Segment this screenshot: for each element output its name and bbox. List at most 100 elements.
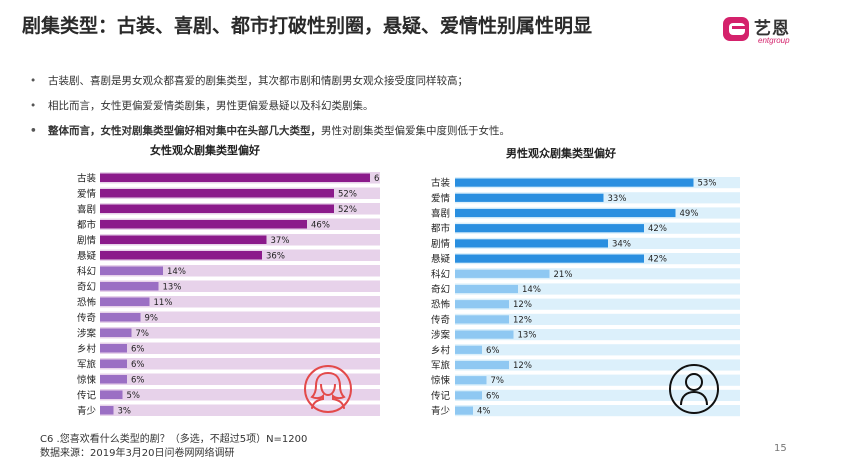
bar [100,390,123,399]
value-label: 21% [554,270,573,280]
category-label: 都市 [77,219,97,231]
category-label: 惊悚 [77,374,97,386]
bar-track [100,327,380,339]
bar-track [455,374,740,386]
bullet-item: 古装剧、喜剧是男女观众都喜爱的剧集类型，其次都市剧和情剧男女观众接受度同样较高； [30,74,750,99]
bar-track [455,344,740,356]
male-chart-title: 男性观众剧集类型偏好 [506,147,616,160]
bar [455,391,482,400]
male-bar-chart: 古装 53% 爱情 33% 喜剧 49% 都市 42% 剧情 34% 悬疑 42% 科幻 21% 奇幻 14%… [431,177,740,417]
bar [100,282,159,291]
bullet-list: 古装剧、喜剧是男女观众都喜爱的剧集类型，其次都市剧和情剧男女观众接受度同样较高；… [30,74,750,149]
bar [455,345,482,354]
bar-track [100,389,380,401]
bar-track [455,283,740,295]
bar [455,284,518,294]
page-number: 15 [774,443,787,454]
category-label: 喜剧 [431,208,450,220]
category-label: 剧情 [431,238,451,250]
bar [455,224,644,233]
category-label: 喜剧 [77,203,96,215]
bar [455,406,473,415]
bar-track [455,389,740,401]
category-label: 科幻 [431,268,450,280]
category-label: 古装 [77,172,97,184]
bar-track [455,359,740,371]
bar-track [100,296,380,308]
value-label: 53% [698,179,717,189]
category-label: 传奇 [77,312,97,324]
bar [100,204,334,213]
category-label: 传记 [431,390,451,402]
bar-track [100,404,380,416]
category-label: 奇幻 [431,284,450,296]
logo-text-cn: 艺恩 [754,19,790,39]
value-label: 46% [311,220,330,230]
bullet-text-rest: 男性对剧集类型偏爱集中度则低于女性。 [321,125,510,137]
value-label: 34% [612,239,631,249]
category-label: 爱情 [431,192,451,204]
value-label: 6% [131,344,145,354]
category-label: 乡村 [431,344,451,356]
bar [455,360,509,370]
bar [100,173,370,182]
category-label: 悬疑 [77,251,97,262]
value-label: 6% [486,346,500,356]
bar [100,189,334,198]
bar [100,359,127,368]
category-label: 传记 [77,389,97,401]
value-label: 37% [271,236,290,246]
value-label: 52% [338,189,357,199]
bar [100,251,262,260]
bar-track [100,265,380,277]
entgroup-logo: 艺恩 entgroup [722,14,822,50]
value-label: 12% [513,315,532,325]
bar-track [455,298,740,310]
category-label: 剧情 [77,234,97,246]
value-label: 6% [131,375,145,385]
bar [455,193,604,202]
value-label: 52% [338,205,357,215]
bar [455,269,550,278]
bar [100,344,127,353]
bar [100,313,141,322]
bar [100,406,114,415]
bar [455,300,509,309]
value-label: 33% [608,194,627,204]
category-label: 惊悚 [431,375,451,387]
category-label: 涉案 [77,327,97,339]
value-label: 4% [477,407,491,417]
value-label: 7% [136,329,150,339]
value-label: 42% [648,224,667,234]
bar-track [100,311,380,323]
value-label: 12% [513,300,532,310]
footnote-source: 数据来源：2019年3月20日问卷网网络调研 [40,448,235,459]
bar [455,178,694,187]
bar-track [455,405,740,417]
bar [100,220,307,229]
category-label: 古装 [431,177,451,189]
category-label: 乡村 [77,343,97,355]
logo-text-en: entgroup [758,36,790,45]
bullet-item: 整体而言，女性对剧集类型偏好相对集中在头部几大类型，男性对剧集类型偏爱集中度则低… [30,124,750,149]
category-label: 青少 [77,405,97,417]
bar-track [100,358,380,370]
bullet-item: 相比而言，女性更偏爱爱情类剧集，男性更偏爱悬疑以及科幻类剧集。 [30,99,750,124]
bar [455,376,487,385]
value-label: 6% [131,360,145,370]
bar [455,239,608,248]
bar [455,330,514,339]
value-label: 13% [163,282,182,292]
value-label: 9% [145,313,159,323]
footnote: C6 .您喜欢看什么类型的剧？（多选，不超过5项）N=1200 数据来源：201… [40,433,307,461]
footnote-question: C6 .您喜欢看什么类型的剧？（多选，不超过5项）N=1200 [40,434,308,445]
value-label: 14% [167,267,186,277]
value-label: 49% [680,209,699,219]
bar-track [100,280,380,292]
category-label: 爱情 [77,188,97,200]
bullet-text: 古装剧、喜剧是男女观众都喜爱的剧集类型，其次都市剧和情剧男女观众接受度同样较高； [48,75,468,87]
value-label: 42% [648,255,667,265]
category-label: 军旅 [77,358,97,370]
value-label: 13% [518,331,537,341]
category-label: 传奇 [431,314,451,326]
